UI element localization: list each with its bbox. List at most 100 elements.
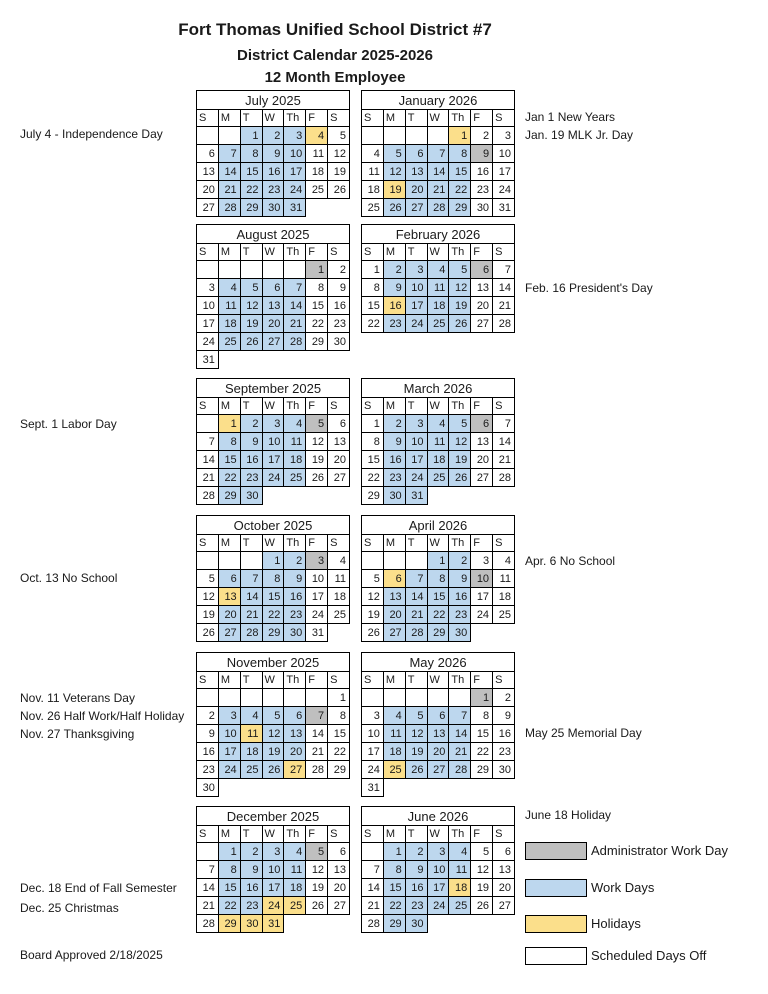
ghost-cell: [262, 351, 284, 369]
annotation-left: July 4 - Independence Day: [20, 127, 163, 141]
day-cell: 14: [361, 878, 384, 897]
day-cell: 24: [361, 760, 384, 779]
weekday-header: S: [327, 109, 350, 127]
ghost-cell: [262, 779, 284, 797]
day-cell: 10: [261, 432, 285, 451]
day-cell: 3: [217, 706, 241, 725]
day-cell: 25: [327, 605, 350, 624]
day-cell: 17: [283, 162, 307, 181]
day-cell: 2: [239, 414, 263, 433]
page-subtitle: District Calendar 2025-2026: [237, 47, 433, 64]
day-cell: 6: [426, 706, 450, 725]
day-cell: 18: [239, 742, 263, 761]
empty-cell: [261, 688, 285, 707]
day-cell: 21: [305, 742, 329, 761]
day-cell: 27: [283, 760, 307, 779]
day-cell: 14: [492, 432, 515, 451]
day-cell: 16: [239, 878, 263, 897]
weekday-header: S: [361, 671, 384, 689]
ghost-cell: [306, 199, 328, 217]
empty-cell: [404, 688, 428, 707]
day-cell: 26: [196, 623, 219, 642]
day-cell: 25: [426, 468, 450, 487]
day-cell: 10: [283, 144, 307, 163]
day-cell: 6: [261, 278, 285, 297]
day-cell: 20: [404, 180, 428, 199]
ghost-cell: [328, 915, 350, 933]
day-cell: 2: [283, 551, 307, 570]
weekday-header: Th: [448, 243, 472, 261]
weekday-header: F: [470, 825, 494, 843]
day-cell: 12: [305, 432, 329, 451]
day-cell: 15: [426, 587, 450, 606]
day-cell: 26: [382, 198, 406, 217]
day-cell: 7: [448, 706, 472, 725]
weekday-header: T: [239, 243, 263, 261]
day-cell: 7: [196, 432, 219, 451]
day-cell: 13: [327, 860, 350, 879]
day-cell: 17: [361, 742, 384, 761]
day-cell: 20: [492, 878, 515, 897]
day-cell: 20: [470, 450, 494, 469]
day-cell: 13: [470, 278, 494, 297]
ghost-cell: [471, 624, 493, 642]
weekday-header: F: [470, 534, 494, 552]
annotation-left: Nov. 26 Half Work/Half Holiday: [20, 709, 185, 723]
day-cell: 15: [239, 162, 263, 181]
day-cell: 19: [239, 314, 263, 333]
empty-cell: [283, 688, 307, 707]
day-cell: 9: [196, 724, 219, 743]
weekday-header: M: [217, 397, 241, 415]
day-cell: 13: [382, 587, 406, 606]
day-cell: 6: [470, 260, 494, 279]
day-cell: 14: [283, 296, 307, 315]
month-title: February 2026: [361, 224, 515, 244]
day-cell: 3: [261, 414, 285, 433]
day-cell: 28: [361, 914, 384, 933]
weekday-header: S: [327, 534, 350, 552]
ghost-cell: [218, 351, 240, 369]
legend-label: Administrator Work Day: [591, 843, 729, 858]
day-cell: 7: [283, 278, 307, 297]
weekday-header: T: [239, 397, 263, 415]
day-cell: 18: [305, 162, 329, 181]
day-cell: 13: [426, 724, 450, 743]
ghost-cell: [240, 351, 262, 369]
day-cell: 19: [261, 742, 285, 761]
day-cell: 2: [327, 260, 350, 279]
annotation-left: Dec. 18 End of Fall Semester: [20, 881, 177, 895]
day-cell: 27: [261, 332, 285, 351]
day-cell: 24: [492, 180, 515, 199]
empty-cell: [448, 688, 472, 707]
weekday-header: F: [470, 671, 494, 689]
day-cell: 23: [470, 180, 494, 199]
month-may-2026: May 2026 S M T W Th F S 1 2 3 4 5 6 7 8 9 10 11 12 13 14 15 16 1…: [361, 652, 515, 797]
day-cell: 23: [261, 180, 285, 199]
ghost-cell: [328, 199, 350, 217]
day-cell: 30: [404, 914, 428, 933]
empty-cell: [239, 551, 263, 570]
day-cell: 21: [217, 180, 241, 199]
day-cell: 3: [404, 260, 428, 279]
day-cell: 17: [261, 450, 285, 469]
day-cell: 9: [404, 860, 428, 879]
day-cell: 27: [327, 468, 350, 487]
day-cell: 21: [196, 468, 219, 487]
day-cell: 24: [305, 605, 329, 624]
month-july-2025: July 2025 S M T W Th F S 1 2 3 4 5 6 7 8 9 10 11 12 13 14 15 16…: [196, 90, 350, 217]
day-cell: 8: [217, 860, 241, 879]
day-cell: 22: [361, 468, 384, 487]
day-cell: 23: [404, 896, 428, 915]
day-cell: 7: [361, 860, 384, 879]
empty-cell: [361, 551, 384, 570]
day-cell: 23: [448, 605, 472, 624]
day-cell: 26: [448, 468, 472, 487]
day-cell: 20: [470, 296, 494, 315]
weekday-header: M: [382, 534, 406, 552]
day-cell: 5: [404, 706, 428, 725]
day-cell: 2: [261, 126, 285, 145]
page-title: Fort Thomas Unified School District #7: [178, 20, 492, 39]
day-cell: 9: [261, 144, 285, 163]
day-cell: 30: [382, 486, 406, 505]
day-cell: 1: [470, 688, 494, 707]
